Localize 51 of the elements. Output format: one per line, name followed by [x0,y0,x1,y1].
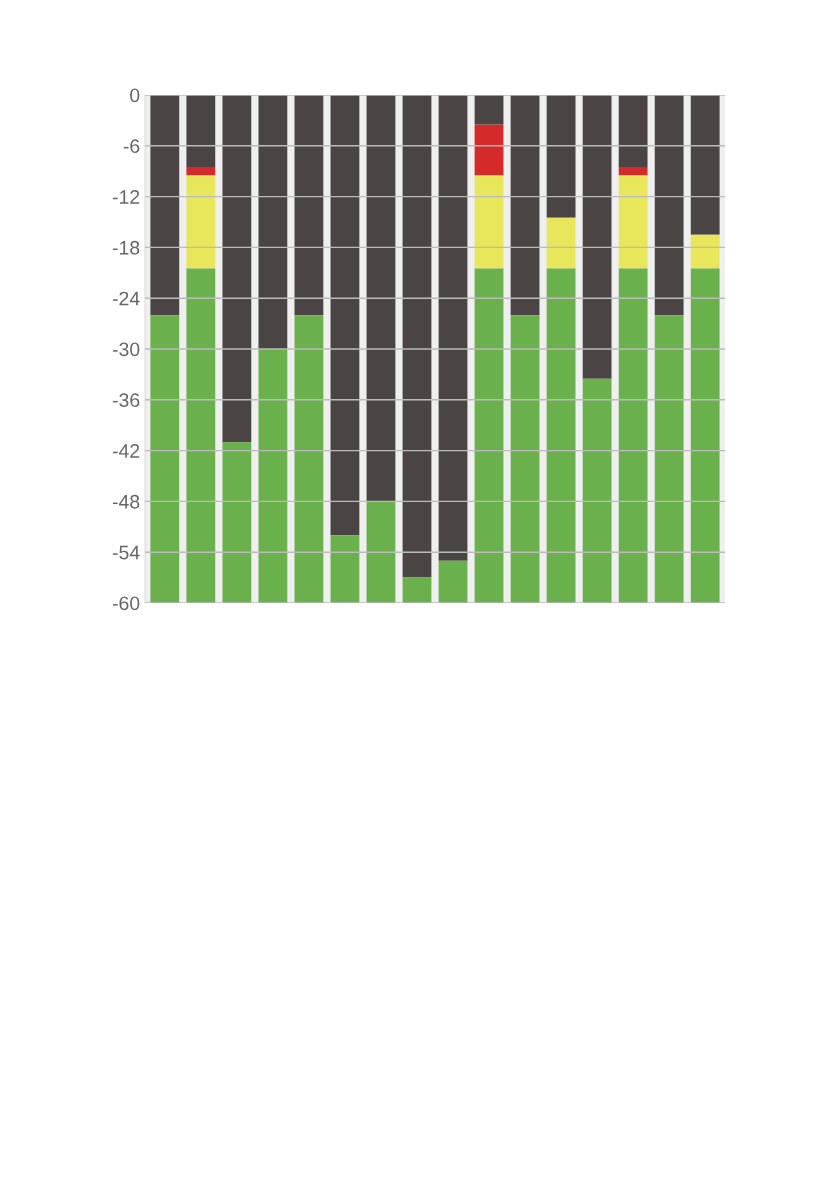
bar [402,95,432,578]
bar [546,217,576,269]
bar [330,535,360,603]
y-tick-label: -24 [112,291,140,306]
bar [366,95,396,502]
y-tick-label: 0 [130,88,140,103]
bar [402,577,432,603]
bar [366,501,396,603]
bar [474,175,504,269]
bar [510,95,540,316]
bar [222,95,252,443]
y-tick-label: -60 [112,596,140,611]
y-tick-label: -36 [112,393,140,408]
bar [474,95,504,125]
bar [582,378,612,603]
bar [546,268,576,603]
bar [474,268,504,603]
y-tick-label: -42 [112,444,140,458]
bar [474,124,504,176]
bar [186,95,216,167]
bar [186,175,216,269]
y-tick-label: -12 [112,190,140,204]
bar [150,95,180,316]
y-tick-label: -54 [112,545,140,560]
bar [150,315,180,603]
bar [438,95,468,561]
bar [510,315,540,603]
bar [186,268,216,603]
bar [690,268,720,603]
bar [618,166,648,176]
y-tick-label: -48 [112,494,140,509]
bar [258,349,288,603]
bar [330,95,360,536]
bar [438,560,468,603]
bar [690,234,720,269]
bar [654,315,684,603]
y-tick-label: -30 [112,342,140,357]
bar [654,95,684,316]
bar [618,175,648,269]
bar [690,95,720,235]
bar [258,95,288,349]
bar [546,95,576,218]
bar [618,268,648,603]
bar [618,95,648,167]
bar [222,442,252,603]
bar [294,315,324,603]
y-tick-label: -6 [123,139,140,154]
bar [294,95,324,316]
bar [186,166,216,176]
bar [582,95,612,379]
y-tick-label: -18 [112,240,140,255]
